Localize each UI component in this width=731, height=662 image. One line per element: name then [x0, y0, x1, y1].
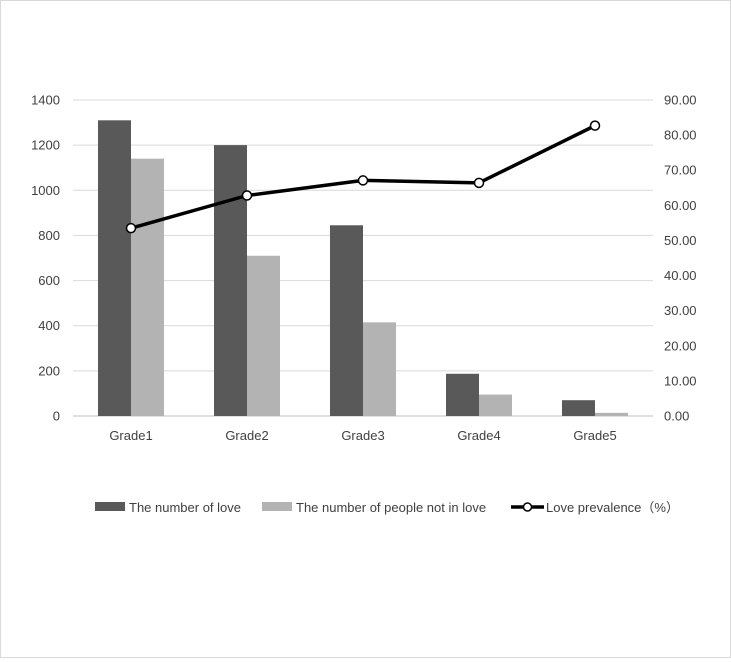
- x-tick-label: Grade4: [457, 428, 500, 443]
- x-axis: Grade1 Grade2 Grade3 Grade4 Grade5: [109, 428, 616, 443]
- left-tick-label: 800: [38, 228, 60, 243]
- legend-swatch-marker: [522, 502, 533, 512]
- legend: The number of love The number of people n…: [95, 500, 679, 515]
- left-tick-label: 1000: [31, 183, 60, 198]
- right-tick-label: 0.00: [664, 409, 689, 424]
- bar-love: [562, 400, 595, 416]
- prevalence-point: [473, 177, 485, 189]
- bar-not-in-love: [131, 158, 164, 416]
- x-tick-label: Grade1: [109, 428, 152, 443]
- prevalence-point: [241, 190, 253, 201]
- left-tick-label: 200: [38, 363, 60, 378]
- left-axis: 0 200 400 600 800 1000 1200 1400: [31, 93, 60, 424]
- legend-label: The number of love: [129, 500, 241, 515]
- x-tick-label: Grade3: [341, 428, 384, 443]
- prevalence-line: [125, 120, 601, 234]
- bar-not-in-love: [479, 394, 512, 416]
- bar-not-in-love: [247, 255, 280, 416]
- right-tick-label: 40.00: [664, 268, 697, 283]
- left-tick-label: 1200: [31, 138, 60, 153]
- right-tick-label: 60.00: [664, 198, 697, 213]
- right-tick-label: 20.00: [664, 338, 697, 353]
- right-tick-label: 10.00: [664, 373, 697, 388]
- right-tick-label: 80.00: [664, 128, 697, 143]
- bar-not-in-love: [363, 322, 396, 416]
- prevalence-point: [125, 222, 137, 234]
- legend-swatch-love: [95, 502, 125, 511]
- x-tick-label: Grade2: [225, 428, 268, 443]
- bar-love: [330, 225, 363, 416]
- x-tick-label: Grade5: [573, 428, 616, 443]
- right-axis: 0.00 10.00 20.00 30.00 40.00 50.00 60.00 70.00 8…: [664, 93, 697, 424]
- legend-label: The number of people not in love: [296, 500, 486, 515]
- bar-love: [98, 120, 131, 417]
- bar-love: [214, 145, 247, 416]
- bar-love: [446, 373, 479, 416]
- right-tick-label: 70.00: [664, 163, 697, 178]
- prevalence-point: [589, 120, 601, 131]
- left-tick-label: 0: [53, 409, 60, 424]
- legend-label: Love prevalence（%）: [546, 500, 679, 515]
- left-tick-label: 1400: [31, 93, 60, 108]
- right-tick-label: 90.00: [664, 93, 697, 108]
- prevalence-point: [357, 175, 369, 186]
- left-tick-label: 600: [38, 273, 60, 288]
- left-tick-label: 400: [38, 318, 60, 333]
- bars: [98, 120, 628, 417]
- legend-swatch-not-in-love: [262, 502, 292, 511]
- bar-not-in-love: [595, 412, 628, 416]
- right-tick-label: 50.00: [664, 233, 697, 248]
- right-tick-label: 30.00: [664, 303, 697, 318]
